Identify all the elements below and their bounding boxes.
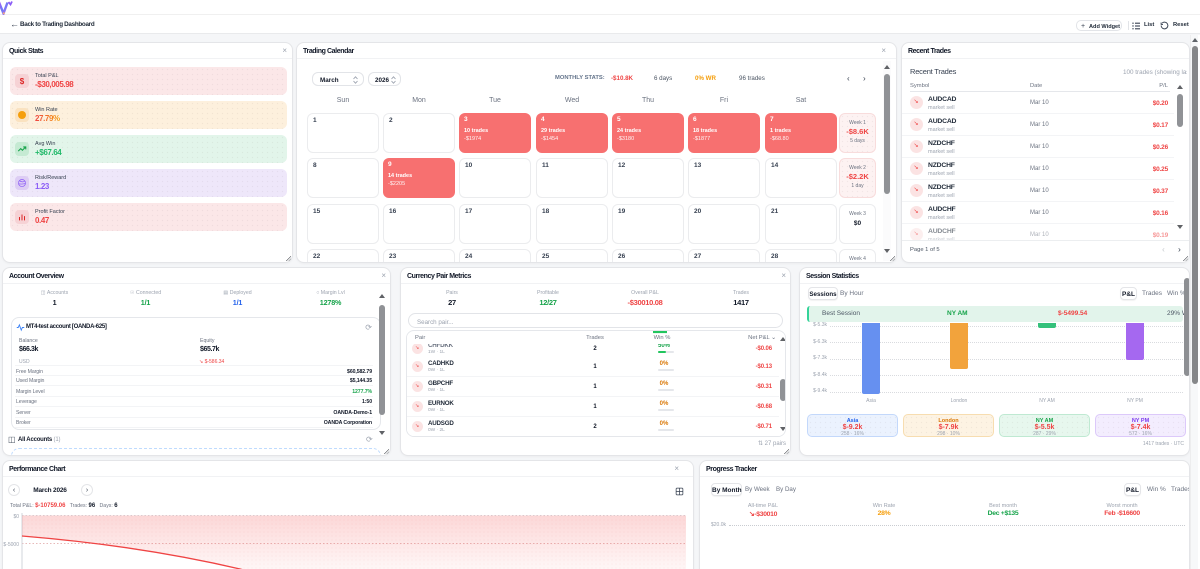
svg-text:$-5000: $-5000 — [3, 542, 19, 548]
svg-text:$0: $0 — [13, 514, 19, 520]
